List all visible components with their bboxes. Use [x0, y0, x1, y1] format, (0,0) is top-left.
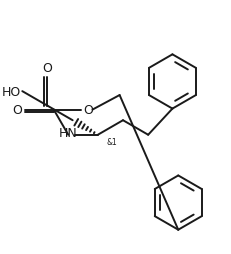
Text: O: O	[43, 62, 52, 75]
Text: HO: HO	[2, 86, 21, 99]
Text: HN: HN	[59, 127, 78, 140]
Text: &1: &1	[106, 138, 117, 147]
Text: O: O	[84, 104, 94, 117]
Text: O: O	[12, 104, 22, 117]
